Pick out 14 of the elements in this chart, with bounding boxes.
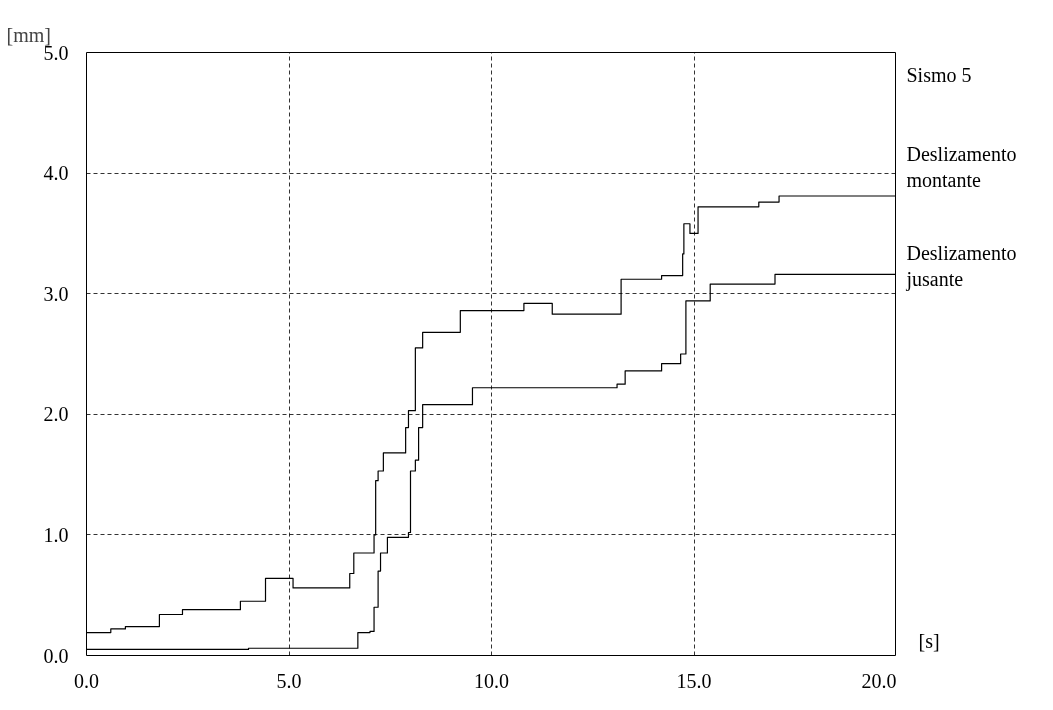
x-tick-label: 5.0 [276, 669, 302, 692]
y-tick-label: 1.0 [43, 523, 69, 546]
series-label: Deslizamento jusante [905, 242, 1017, 291]
x-tick-label: 10.0 [474, 669, 509, 692]
text: Sismo 5 [906, 63, 972, 86]
y-tick-label: 0.0 [43, 644, 69, 667]
x-tick-label: 0.0 [74, 669, 99, 692]
x-axis-title: [s] [918, 630, 940, 653]
y-tick-label: 4.0 [43, 162, 69, 185]
y-tick-label: 2.0 [43, 403, 69, 426]
x-tick-label: 20.0 [861, 669, 897, 692]
y-tick-label: 3.0 [43, 282, 69, 305]
series-label: Deslizamento montante [906, 143, 1017, 191]
x-tick-label: 15.0 [676, 669, 712, 692]
